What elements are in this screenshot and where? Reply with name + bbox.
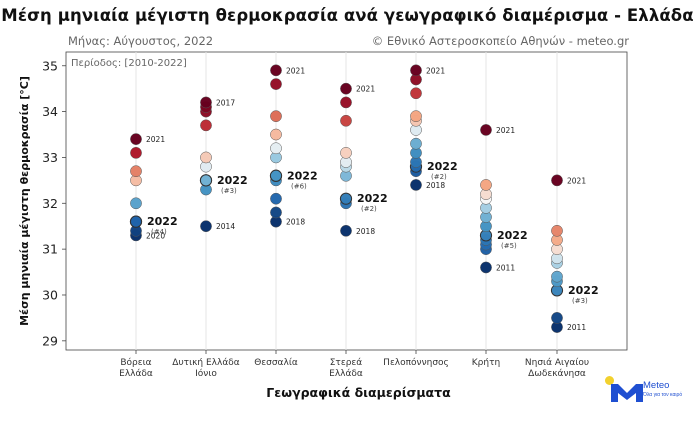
year-2022-label: 2022 [427,160,458,173]
chart-title: Μέση μηνιαία μέγιστη θερμοκρασία ανά γεω… [1,6,694,25]
max-year-label: 2017 [216,98,235,107]
data-point [551,270,563,283]
rank-2022-label: (#3) [572,297,588,305]
logo-tagline: Όλα για τον καιρό [643,392,683,398]
data-point [340,96,352,109]
data-point [130,197,142,210]
data-point [551,224,563,237]
data-point [480,179,492,191]
data-point [410,64,422,77]
year-2022-label: 2022 [147,215,178,228]
data-point [270,142,282,155]
year-2022-label: 2022 [357,192,388,205]
data-point [270,78,282,90]
meteo-m-icon [611,384,643,402]
y-tick-label: 34 [42,104,58,119]
x-tick-label: Πελοπόννησος [383,357,449,368]
y-tick-label: 29 [42,333,58,348]
data-point [551,312,563,324]
min-year-label: 2018 [286,218,305,227]
x-tick-label: Στερεά [330,358,363,368]
y-tick-label: 35 [42,58,58,73]
data-point [130,133,142,145]
data-point [270,64,282,77]
data-point [269,169,283,182]
data-point [200,220,212,233]
year-2022-label: 2022 [568,284,599,297]
x-tick-label: Θεσσαλία [254,358,298,368]
min-year-label: 2018 [356,227,375,236]
data-point [270,192,282,205]
rank-2022-label: (#5) [501,242,517,250]
data-point [340,224,352,237]
data-point [129,215,143,228]
data-point [270,128,282,141]
rank-2022-label: (#3) [221,187,237,195]
rank-2022-label: (#4) [151,228,167,236]
period-label: Περίοδος: [2010-2022] [71,57,187,69]
data-point [410,87,422,100]
rank-2022-label: (#2) [361,205,377,213]
max-year-label: 2021 [567,176,586,185]
data-point [480,124,492,136]
year-2022-label: 2022 [287,169,318,182]
data-point [551,174,563,187]
max-year-label: 2021 [286,66,305,75]
data-point [410,110,422,123]
data-point [410,137,422,150]
min-year-label: 2014 [216,222,235,231]
data-point [340,114,352,127]
x-axis-label: Γεωγραφικά διαμερίσματα [266,385,451,400]
year-2022-label: 2022 [217,174,248,187]
max-year-label: 2021 [426,66,445,75]
data-point [339,192,353,205]
data-point [340,147,352,159]
x-tick-label: Νησιά Αιγαίου [525,358,589,368]
data-point [270,206,282,219]
y-tick-label: 32 [42,196,58,211]
max-year-label: 2021 [356,85,375,94]
year-2022-label: 2022 [497,229,528,242]
y-tick-label: 30 [42,287,58,302]
meteo-logo: Meteo Όλα για τον καιρό [605,376,685,406]
x-tick-label: Κρήτη [472,358,500,368]
min-year-label: 2011 [567,323,586,332]
y-axis-label: Μέση μηνιαία μέγιστη θερμοκρασία [°C] [18,76,31,326]
max-year-label: 2021 [146,135,165,144]
data-point [130,165,142,178]
data-point [270,110,282,123]
data-point [200,151,212,164]
min-year-label: 2020 [146,231,165,240]
data-point [200,96,212,109]
x-tick-label: Ιόνιο [195,368,217,379]
max-year-label: 2021 [496,126,515,135]
y-tick-label: 33 [42,150,58,165]
min-year-label: 2011 [496,263,515,272]
min-year-label: 2018 [426,181,445,190]
data-point [130,147,142,159]
x-tick-label: Βόρεια [120,357,151,368]
data-point [410,179,422,191]
data-point [480,261,492,274]
logo-name: Meteo [643,380,670,391]
data-point [200,119,212,132]
month-label: Μήνας: Αύγουστος, 2022 [68,34,214,48]
data-point [340,82,352,95]
sun-icon [605,376,614,385]
x-tick-label: Ελλάδα [329,369,363,379]
y-tick-label: 31 [42,242,58,257]
data-point [199,174,213,187]
credit-label: © Εθνικό Αστεροσκοπείο Αθηνών - meteo.gr [371,34,629,48]
x-tick-label: Δυτική Ελλάδα [172,358,239,368]
rank-2022-label: (#6) [291,182,307,190]
x-tick-label: Δωδεκάνησα [528,369,586,379]
rank-2022-label: (#2) [431,173,447,181]
x-tick-label: Ελλάδα [119,369,153,379]
